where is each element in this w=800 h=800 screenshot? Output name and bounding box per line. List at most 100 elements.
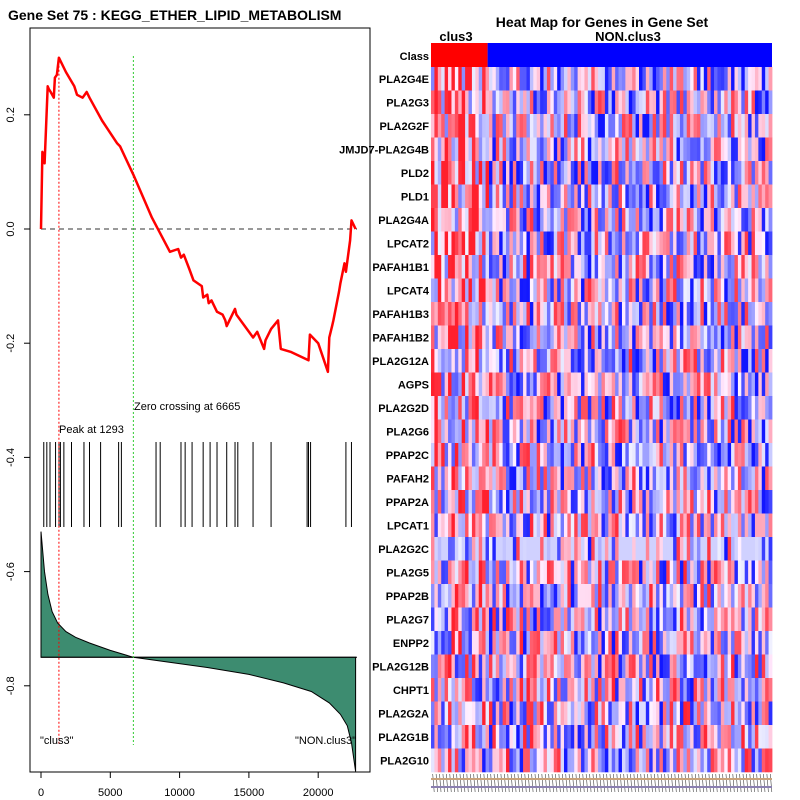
heatmap-cell bbox=[720, 184, 725, 209]
heatmap-cell bbox=[632, 607, 636, 632]
heatmap-cell bbox=[724, 325, 729, 350]
heatmap-cell bbox=[649, 231, 654, 256]
heatmap-cell bbox=[686, 349, 691, 373]
heatmap-cell bbox=[703, 372, 708, 397]
heatmap-cell bbox=[690, 184, 694, 209]
heatmap-cell bbox=[536, 654, 541, 679]
heatmap-cell bbox=[714, 184, 718, 209]
heatmap-cell bbox=[642, 90, 647, 115]
heatmap-cell bbox=[615, 584, 619, 608]
heatmap-cell bbox=[492, 748, 497, 773]
heatmap-cell bbox=[696, 255, 701, 279]
heatmap-cell bbox=[454, 184, 459, 209]
heatmap-cell bbox=[546, 560, 551, 585]
heatmap-cell bbox=[700, 443, 705, 467]
heatmap-cell bbox=[666, 654, 671, 679]
heatmap-cell bbox=[727, 466, 732, 491]
heatmap-cell bbox=[649, 396, 654, 420]
heatmap-cell bbox=[696, 537, 701, 561]
heatmap-cell bbox=[509, 725, 514, 749]
heatmap-cell bbox=[557, 537, 561, 561]
heatmap-cell bbox=[659, 631, 664, 655]
heatmap-cell bbox=[611, 349, 616, 373]
heatmap-cell bbox=[557, 678, 561, 702]
sample-label-mark bbox=[630, 773, 633, 793]
heatmap-cell bbox=[553, 184, 558, 209]
heatmap-cell bbox=[495, 748, 500, 773]
heatmap-cell bbox=[761, 725, 766, 749]
heatmap-cell bbox=[533, 466, 538, 491]
heatmap-cell bbox=[761, 161, 766, 185]
heatmap-cell bbox=[550, 678, 555, 702]
heatmap-cell bbox=[431, 537, 435, 561]
heatmap-cell bbox=[662, 748, 667, 773]
heatmap-cell bbox=[615, 678, 619, 702]
heatmap-cell bbox=[437, 513, 442, 538]
heatmap-cell bbox=[581, 137, 585, 162]
heatmap-cell bbox=[533, 560, 538, 585]
heatmap-cell bbox=[604, 114, 609, 138]
heatmap-cell bbox=[679, 396, 684, 420]
heatmap-cell bbox=[686, 278, 691, 303]
heatmap-cell bbox=[431, 325, 435, 350]
heatmap-cell bbox=[431, 184, 435, 209]
heatmap-cell bbox=[444, 607, 449, 632]
heatmap-cell bbox=[639, 184, 643, 209]
heatmap-cell bbox=[506, 208, 510, 232]
heatmap-cell bbox=[441, 372, 446, 397]
heatmap-cell bbox=[696, 114, 701, 138]
heatmap-cell bbox=[639, 560, 643, 585]
heatmap-cell bbox=[652, 255, 657, 279]
heatmap-cell bbox=[751, 560, 756, 585]
heatmap-cell bbox=[488, 208, 493, 232]
heatmap-cell bbox=[543, 231, 548, 256]
heatmap-cell bbox=[703, 631, 708, 655]
heatmap-cell bbox=[679, 325, 684, 350]
heatmap-cell bbox=[669, 255, 674, 279]
heatmap-cell bbox=[475, 678, 480, 702]
heatmap-cell bbox=[649, 443, 654, 467]
heatmap-cell bbox=[744, 678, 749, 702]
heatmap-cell bbox=[768, 137, 773, 162]
heatmap-cell bbox=[707, 678, 712, 702]
heatmap-cell bbox=[707, 419, 712, 444]
heatmap-cell bbox=[475, 114, 480, 138]
heatmap-row bbox=[431, 443, 773, 467]
heatmap-cell bbox=[679, 607, 684, 632]
heatmap-cell bbox=[669, 302, 674, 326]
heatmap-cell bbox=[621, 419, 626, 444]
heatmap-cell bbox=[574, 372, 579, 397]
heatmap-cell bbox=[468, 349, 473, 373]
gene-label: PLD1 bbox=[401, 191, 429, 203]
heatmap-cell bbox=[431, 466, 435, 491]
heatmap-cell bbox=[587, 607, 592, 632]
heatmap-cell bbox=[625, 748, 630, 773]
heatmap-cell bbox=[611, 537, 616, 561]
heatmap-cell bbox=[727, 67, 732, 91]
heatmap-cell bbox=[591, 654, 596, 679]
heatmap-cell bbox=[632, 466, 636, 491]
heatmap-cell bbox=[560, 631, 565, 655]
heatmap-cell bbox=[703, 466, 708, 491]
heatmap-cell bbox=[625, 396, 630, 420]
heatmap-cell bbox=[594, 654, 599, 679]
heatmap-cell bbox=[546, 208, 551, 232]
heatmap-cell bbox=[482, 537, 486, 561]
heatmap-cell bbox=[676, 67, 681, 91]
heatmap-cell bbox=[502, 490, 507, 514]
heatmap-cell bbox=[673, 278, 677, 303]
heatmap-cell bbox=[451, 372, 456, 397]
heatmap-cell bbox=[441, 302, 446, 326]
heatmap-cell bbox=[601, 396, 606, 420]
heatmap-cell bbox=[656, 325, 660, 350]
heatmap-row bbox=[431, 748, 773, 773]
heatmap-cell bbox=[659, 231, 664, 256]
heatmap-cell bbox=[437, 325, 442, 350]
heatmap-cell bbox=[444, 490, 449, 514]
heatmap-cell bbox=[533, 725, 538, 749]
heatmap-cell bbox=[448, 67, 452, 91]
heatmap-cell bbox=[574, 584, 579, 608]
heatmap-cell bbox=[669, 419, 674, 444]
heatmap-cell bbox=[669, 443, 674, 467]
heatmap-cell bbox=[642, 114, 647, 138]
